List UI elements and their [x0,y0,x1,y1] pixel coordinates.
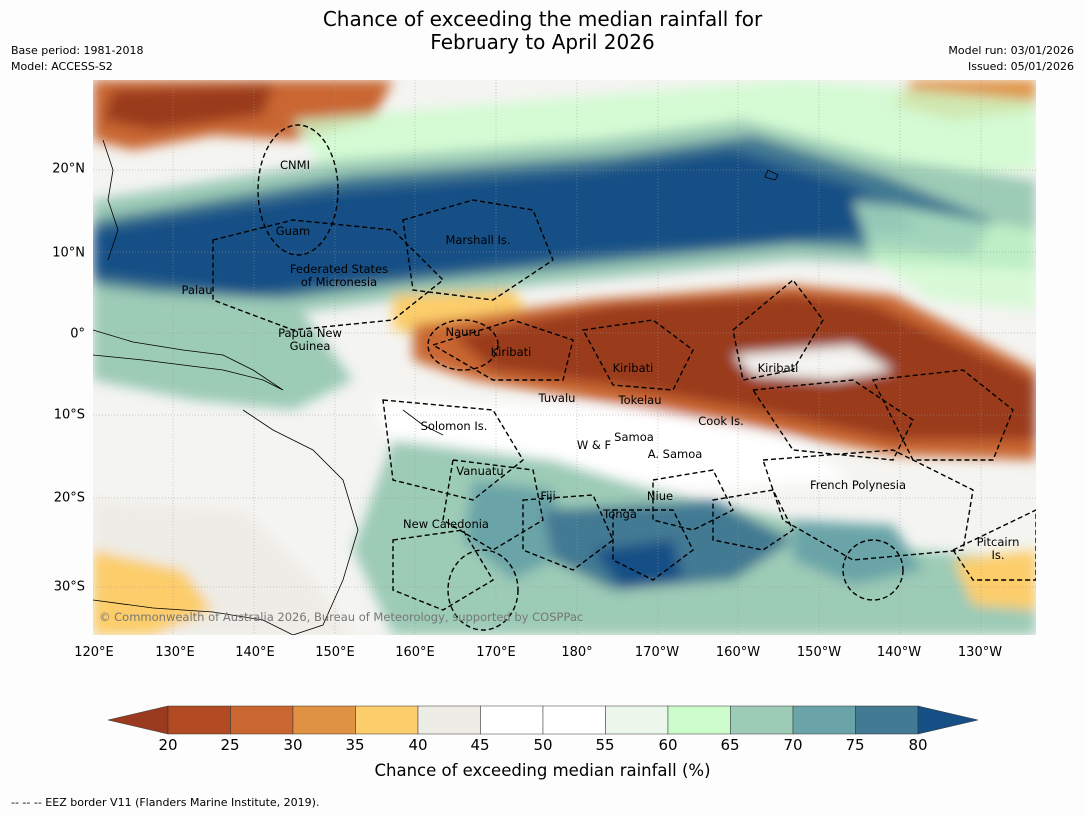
title-line-2: February to April 2026 [430,30,655,54]
eez-borders [212,124,1036,631]
colorbar-tick: 40 [408,736,428,754]
label-guam: Guam [275,224,311,238]
colorbar-segment [792,705,856,735]
colorbar-tick: 45 [470,736,490,754]
label-new-caledonia: New Caledonia [403,517,489,531]
x-tick: 130°E [155,645,195,660]
colorbar-tick: 55 [595,736,615,754]
meta-right: Model run: 03/01/2026 Issued: 05/01/2026 [948,43,1074,75]
colorbar-tick: 25 [220,736,240,754]
x-tick: 170°W [634,645,680,660]
label-french-polynesia: French Polynesia [809,478,907,492]
label-tonga: Tonga [603,507,637,521]
x-tick: 160°E [395,645,435,660]
label-kiribati-west: Kiribati [490,345,532,359]
colorbar-segment [108,705,169,735]
label-samoa: Samoa [614,430,654,444]
x-tick: 150°E [315,645,355,660]
x-tick: 140°E [235,645,275,660]
label-niue: Niue [646,489,674,503]
colorbar-tick: 20 [158,736,178,754]
y-tick: 20°N [52,161,85,177]
colorbar-tick: 65 [720,736,740,754]
x-tick: 170°E [476,645,516,660]
y-tick: 30°S [53,579,85,595]
y-tick: 10°N [52,245,85,261]
label-fsm: Federated States of Micronesia [290,263,388,289]
x-tick: 150°W [796,645,842,660]
model-name: Model: ACCESS-S2 [11,60,113,73]
coastlines [93,139,779,635]
title-line-1: Chance of exceeding the median rainfall … [322,7,763,31]
x-tick: 130°W [957,645,1003,660]
label-kiribati-east: Kiribati [757,361,799,375]
label-pitcairn-line2: Is. [991,548,1005,562]
label-vanuatu: Vanuatu [456,464,504,478]
y-tick: 20°S [53,490,85,506]
rainfall-map: CNMI Guam Marshall Is. Federated States … [93,80,1036,635]
colorbar-segment [167,705,231,735]
label-fsm-line1: Federated States [289,262,389,276]
label-wallis-futuna: W & F [576,438,612,452]
label-cook: Cook Is. [698,414,744,428]
graticule [93,80,1036,635]
copyright-notice: © Commonwealth of Australia 2026, Bureau… [99,610,584,624]
colorbar-segment [917,705,978,735]
colorbar-tick: 35 [345,736,365,754]
label-solomon: Solomon Is. [420,419,488,433]
label-png: Papua New Guinea [278,327,342,353]
label-tuvalu: Tuvalu [538,391,576,405]
label-nauru: Nauru [445,325,481,339]
label-kiribati-central: Kiribati [612,361,654,375]
colorbar-tick: 60 [658,736,678,754]
colorbar-segment [480,705,544,735]
colorbar-segment [355,705,419,735]
label-marshall: Marshall Is. [445,233,511,247]
y-tick: 0° [70,326,85,342]
label-american-samoa: A. Samoa [647,447,703,461]
base-period: Base period: 1981-2018 [11,44,144,57]
x-tick: 120°E [74,645,114,660]
colorbar-tick: 50 [533,736,553,754]
label-png-line1: Papua New [278,326,342,340]
colorbar-segment [730,705,794,735]
x-tick: 180° [561,645,593,660]
colorbar-segment [605,705,669,735]
chart-title: Chance of exceeding the median rainfall … [0,8,1085,54]
label-pitcairn-line1: Pitcairn [976,535,1020,549]
colorbar-tick: 70 [783,736,803,754]
colorbar-segment [667,705,731,735]
label-pitcairn: Pitcairn Is. [977,536,1020,562]
meta-left: Base period: 1981-2018 Model: ACCESS-S2 [11,43,143,75]
eez-footnote: -- -- -- EEZ border V11 (Flanders Marine… [11,796,320,809]
colorbar-tick: 75 [845,736,865,754]
model-run: Model run: 03/01/2026 [948,44,1074,57]
colorbar [108,705,978,735]
x-tick: 140°W [876,645,922,660]
colorbar-segment [230,705,294,735]
colorbar-tick: 80 [908,736,928,754]
label-fsm-line2: of Micronesia [300,275,378,289]
label-tokelau: Tokelau [618,393,662,407]
label-cnmi: CNMI [280,158,310,172]
colorbar-segment [542,705,606,735]
label-palau: Palau [181,283,213,297]
y-tick: 10°S [53,407,85,423]
label-png-line2: Guinea [289,339,331,353]
colorbar-segment [417,705,481,735]
colorbar-segment [292,705,356,735]
x-tick: 160°W [715,645,761,660]
colorbar-title: Chance of exceeding median rainfall (%) [374,761,711,780]
colorbar-tick: 30 [283,736,303,754]
map-canvas [93,80,1036,635]
issued-date: Issued: 05/01/2026 [967,60,1074,73]
colorbar-segment [855,705,919,735]
label-fiji: Fiji [540,489,556,503]
